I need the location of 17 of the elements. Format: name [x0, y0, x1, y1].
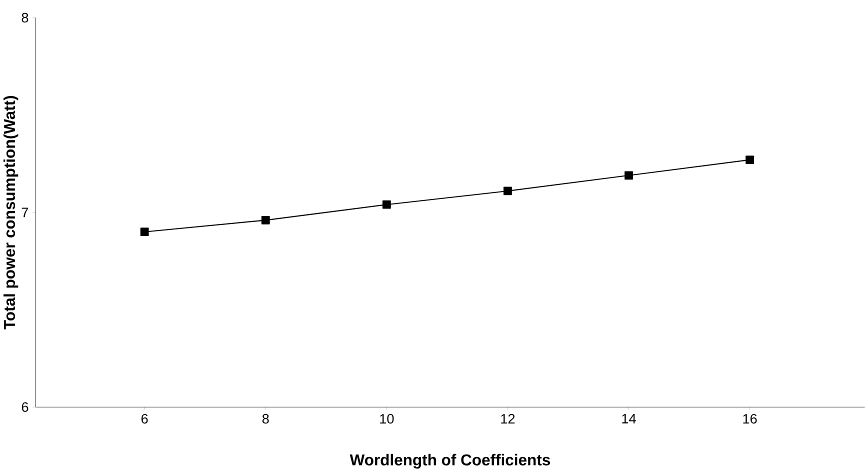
point [382, 200, 391, 209]
point [624, 171, 633, 180]
point [140, 228, 149, 236]
point [504, 186, 512, 196]
x-tick-label: 12 [501, 414, 515, 424]
x-tick-label: 8 [262, 414, 269, 424]
y-tick-label: 7 [22, 208, 28, 218]
point [261, 216, 270, 224]
x-tick-label: 16 [743, 414, 757, 424]
x-tick-label: 14 [622, 414, 636, 424]
y-axis-title: Total power consumption(Watt) [4, 96, 18, 330]
x-axis-title: Wordlength of Coefficients [350, 454, 550, 469]
y-tick-label: 8 [22, 12, 28, 22]
y-tick-label: 6 [22, 402, 28, 412]
x-tick-label: 10 [380, 414, 394, 424]
x-tick-label: 6 [141, 414, 148, 424]
point [746, 156, 754, 164]
